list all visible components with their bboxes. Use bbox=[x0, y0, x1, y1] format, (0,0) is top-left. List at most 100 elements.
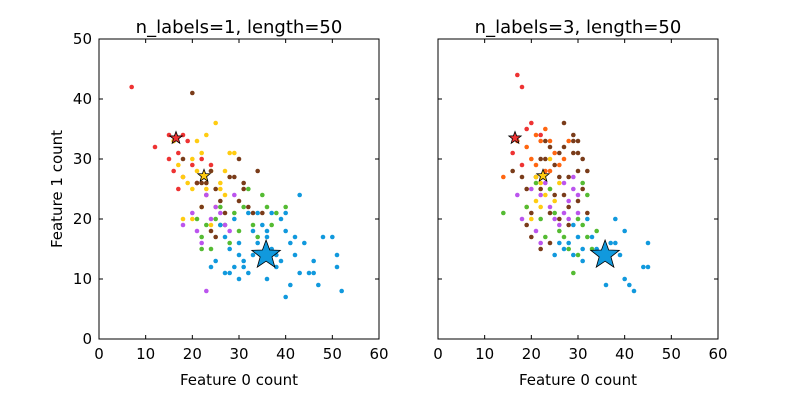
right-series-5-point-13 bbox=[585, 234, 590, 240]
left-series-2-point-17 bbox=[199, 204, 204, 210]
right-series-2-point-10 bbox=[557, 150, 562, 156]
right-series-5-point-15 bbox=[594, 228, 599, 234]
left-series-5-point-10 bbox=[264, 234, 270, 240]
right-series-6-point-6 bbox=[585, 216, 590, 222]
right-x-tick-label-1: 10 bbox=[475, 345, 494, 363]
right-series-5-point-7 bbox=[557, 228, 562, 234]
right-series-1-point-7 bbox=[547, 138, 553, 144]
right-series-1-point-10 bbox=[566, 138, 571, 144]
right-x-tick-label-5: 50 bbox=[662, 345, 681, 363]
right-series-4-point-9 bbox=[566, 198, 571, 204]
left-x-tick-label-1: 10 bbox=[136, 345, 155, 363]
left-series-0-point-8 bbox=[185, 138, 190, 144]
left-series-0-point-0 bbox=[129, 84, 134, 90]
left-series-3-point-15 bbox=[264, 204, 270, 210]
left-series-2-point-10 bbox=[232, 174, 237, 180]
left-y-tick-label-0: 0 bbox=[82, 330, 92, 348]
right-series-6-point-7 bbox=[589, 234, 595, 240]
left-series-2-point-0 bbox=[190, 90, 195, 96]
right-series-5-point-16 bbox=[575, 252, 581, 258]
left-series-1-point-17 bbox=[204, 186, 209, 192]
right-series-5-point-17 bbox=[580, 180, 585, 186]
right-series-0-point-6 bbox=[519, 162, 525, 168]
left-series-5-point-9 bbox=[260, 222, 265, 228]
left-series-1-point-6 bbox=[199, 150, 204, 156]
right-series-4-point-11 bbox=[575, 210, 581, 216]
right-series-2-point-25 bbox=[547, 240, 553, 246]
right-series-1-point-13 bbox=[547, 168, 553, 174]
left-series-3-point-9 bbox=[236, 228, 242, 234]
right-series-2-point-19 bbox=[561, 192, 567, 198]
right-series-6-point-13 bbox=[617, 252, 623, 258]
left-series-5-point-34 bbox=[236, 276, 242, 282]
left-x-tick-label-5: 50 bbox=[323, 345, 342, 363]
right-series-0-point-1 bbox=[510, 150, 515, 156]
left-series-3-point-2 bbox=[204, 222, 209, 228]
left-series-2-point-9 bbox=[227, 174, 232, 180]
right-series-3-point-3 bbox=[538, 180, 543, 186]
left-series-1-point-24 bbox=[190, 156, 195, 162]
right-series-5-point-0 bbox=[501, 210, 506, 216]
left-plot-marks bbox=[129, 84, 344, 300]
left-series-5-point-42 bbox=[292, 252, 298, 258]
right-series-6-point-10 bbox=[603, 282, 609, 288]
left-series-4-point-5 bbox=[213, 204, 218, 210]
right-series-4-point-2 bbox=[529, 186, 534, 192]
left-series-0-point-7 bbox=[171, 168, 176, 174]
right-series-6-point-15 bbox=[627, 282, 632, 288]
right-x-tick-label-0: 0 bbox=[433, 345, 443, 363]
right-series-4-point-8 bbox=[561, 180, 567, 186]
left-series-4-point-6 bbox=[218, 210, 223, 216]
left-series-4-point-9 bbox=[204, 288, 209, 294]
right-series-6-point-0 bbox=[552, 252, 557, 258]
left-series-5-point-49 bbox=[222, 270, 228, 276]
right-series-6-point-24 bbox=[580, 258, 585, 264]
left-series-3-point-19 bbox=[199, 246, 204, 252]
left-series-1-point-18 bbox=[208, 222, 214, 228]
right-series-2-point-12 bbox=[566, 174, 571, 180]
left-series-5-point-41 bbox=[278, 258, 284, 264]
left-series-5-point-4 bbox=[236, 240, 242, 246]
right-series-6-point-12 bbox=[613, 240, 618, 246]
left-series-0-point-3 bbox=[166, 156, 172, 162]
right-series-5-point-2 bbox=[533, 180, 539, 186]
left-series-5-point-46 bbox=[264, 228, 270, 234]
right-subplot: n_labels=3, length=50 Feature 0 count 0 1… bbox=[433, 17, 727, 389]
left-series-5-point-44 bbox=[311, 270, 316, 276]
right-series-5-point-11 bbox=[575, 216, 581, 222]
right-series-2-point-22 bbox=[566, 222, 571, 228]
left-centroid-star-0 bbox=[168, 130, 184, 145]
right-series-2-point-9 bbox=[552, 162, 557, 168]
left-series-3-point-16 bbox=[274, 210, 279, 216]
left-series-2-point-20 bbox=[260, 210, 265, 216]
right-series-2-point-1 bbox=[519, 174, 525, 180]
left-series-5-point-21 bbox=[316, 282, 321, 288]
right-series-2-point-15 bbox=[580, 156, 585, 162]
right-series-4-point-15 bbox=[561, 210, 567, 216]
left-series-5-point-14 bbox=[283, 228, 288, 234]
left-series-5-point-19 bbox=[306, 270, 312, 276]
right-series-6-point-5 bbox=[580, 246, 585, 252]
left-series-3-point-17 bbox=[283, 204, 288, 210]
left-series-4-point-4 bbox=[208, 216, 214, 222]
right-series-1-point-3 bbox=[529, 156, 534, 162]
right-series-2-point-33 bbox=[543, 138, 548, 144]
right-series-5-point-10 bbox=[571, 270, 576, 276]
right-x-tick-label-6: 60 bbox=[708, 345, 727, 363]
right-series-2-point-4 bbox=[529, 210, 534, 216]
left-series-5-point-36 bbox=[227, 270, 232, 276]
right-series-0-point-3 bbox=[524, 126, 529, 132]
left-series-3-point-10 bbox=[241, 204, 246, 210]
right-series-4-point-16 bbox=[538, 192, 543, 198]
left-series-2-point-4 bbox=[204, 180, 209, 186]
left-series-5-point-18 bbox=[302, 240, 307, 246]
right-series-4-point-7 bbox=[557, 222, 562, 228]
left-series-1-point-22 bbox=[204, 132, 209, 138]
right-series-1-point-8 bbox=[552, 150, 557, 156]
left-series-4-point-1 bbox=[190, 210, 195, 216]
left-plot-frame bbox=[98, 38, 380, 340]
left-series-5-point-22 bbox=[320, 234, 326, 240]
right-x-tick-label-2: 20 bbox=[522, 345, 541, 363]
right-series-3-point-10 bbox=[533, 174, 539, 180]
left-series-0-point-1 bbox=[152, 144, 158, 150]
